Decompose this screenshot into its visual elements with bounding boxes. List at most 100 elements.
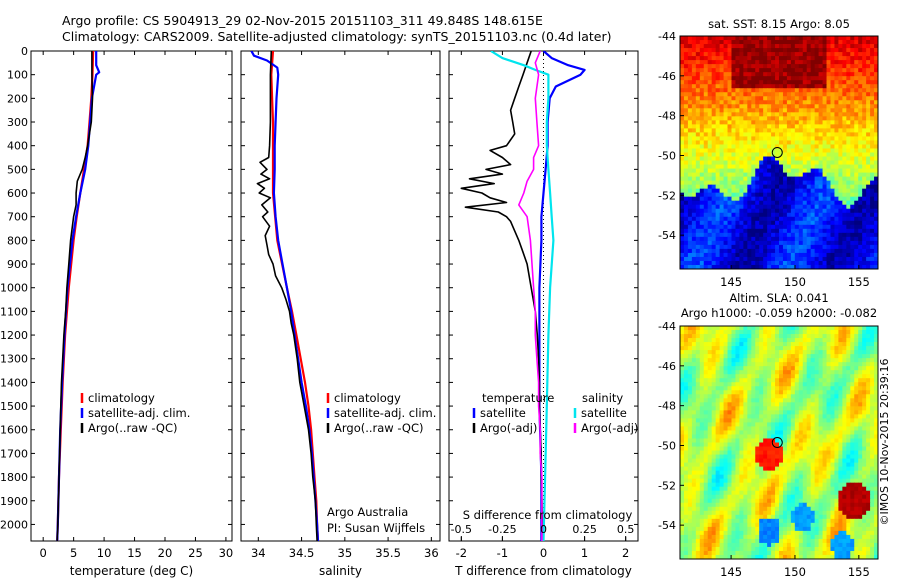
sla-cell [866, 470, 871, 476]
sst-cell [779, 168, 784, 174]
sst-cell [779, 52, 784, 57]
sst-cell [846, 212, 851, 218]
sst-cell [735, 184, 740, 190]
sla-cell [834, 386, 839, 391]
sst-cell [699, 260, 705, 266]
sst-cell [691, 176, 697, 182]
sst-cell [683, 172, 689, 178]
sst-cell [680, 92, 685, 97]
sst-cell [846, 52, 851, 57]
sla-cell [735, 422, 740, 427]
sst-cell [794, 136, 800, 141]
sst-cell [854, 200, 859, 206]
sst-cell [786, 128, 792, 133]
sla-cell [806, 398, 812, 403]
sst-cell [763, 236, 768, 242]
sla-cell [834, 458, 839, 464]
sst-cell [790, 188, 796, 194]
sst-cell [731, 88, 736, 93]
sst-cell [822, 36, 828, 41]
sst-cell [818, 240, 824, 246]
sst-cell [683, 156, 689, 162]
sla-cell [790, 398, 796, 403]
sst-cell [695, 228, 701, 234]
sst-cell [699, 172, 705, 178]
sla-cell [826, 346, 831, 351]
sla-cell [751, 406, 756, 411]
sst-cell [759, 264, 764, 269]
sst-cell [834, 112, 839, 117]
sst-cell [751, 204, 756, 210]
sst-cell [691, 84, 697, 89]
sst-cell [858, 212, 863, 218]
sst-cell [747, 104, 752, 109]
sla-cell [846, 438, 851, 443]
sla-cell [699, 382, 705, 387]
sst-cell [739, 40, 744, 45]
sst-cell [779, 220, 784, 226]
sla-cell [683, 386, 689, 391]
sst-cell [826, 92, 831, 97]
sla-cell [794, 374, 800, 379]
sst-cell [818, 132, 824, 137]
sst-cell [759, 136, 764, 141]
sla-cell [771, 354, 776, 359]
sla-cell [818, 374, 824, 379]
sla-cell [846, 354, 851, 359]
sla-cell [862, 430, 867, 435]
sla-cell [850, 442, 855, 448]
sst-cell [806, 60, 812, 65]
sst-cell [842, 160, 847, 166]
sla-cell [763, 362, 768, 367]
sla-cell [798, 330, 804, 335]
sst-cell [826, 260, 831, 266]
sst-cell [775, 176, 780, 182]
sla-cell [680, 430, 685, 435]
sla-cell [763, 470, 768, 476]
sst-cell [858, 36, 863, 41]
sla-cell [790, 394, 796, 399]
salinity-legend-label: climatology [334, 391, 401, 405]
sst-cell [818, 104, 824, 109]
sla-cell [874, 454, 878, 460]
sla-cell [747, 346, 752, 351]
sst-cell [822, 96, 828, 101]
sst-cell [763, 36, 768, 41]
sla-cell [767, 338, 772, 343]
sst-cell [739, 36, 744, 41]
sst-cell [810, 76, 816, 81]
sst-cell [715, 56, 721, 61]
sla-cell [699, 426, 705, 431]
sst-cell [731, 104, 736, 109]
sst-cell [818, 204, 824, 210]
sst-cell [826, 76, 831, 81]
sla-cell [687, 458, 693, 464]
sst-cell [818, 200, 824, 206]
sla-cell [782, 474, 788, 480]
sla-cell [798, 350, 804, 355]
sst-cell [826, 136, 831, 141]
sst-cell [691, 200, 697, 206]
sst-cell [838, 216, 843, 222]
sla-cell [850, 394, 855, 399]
sst-cell [842, 252, 847, 258]
sst-cell [711, 212, 717, 218]
sst-cell [691, 76, 697, 81]
sst-cell [743, 92, 748, 97]
sst-cell [695, 120, 701, 125]
sst-cell [786, 132, 792, 137]
sla-cell [846, 386, 851, 391]
sst-cell [858, 56, 863, 61]
sst-cell [806, 76, 812, 81]
sla-cell [779, 410, 784, 415]
sst-cell [810, 36, 816, 41]
sla-cell [695, 454, 701, 460]
sst-cell [759, 36, 764, 41]
sla-cell [786, 374, 792, 379]
sst-cell [810, 40, 816, 45]
sst-cell [771, 76, 776, 81]
sla-cell [699, 470, 705, 476]
sla-cell [830, 450, 835, 456]
sla-cell [719, 338, 725, 343]
sst-cell [838, 184, 843, 190]
